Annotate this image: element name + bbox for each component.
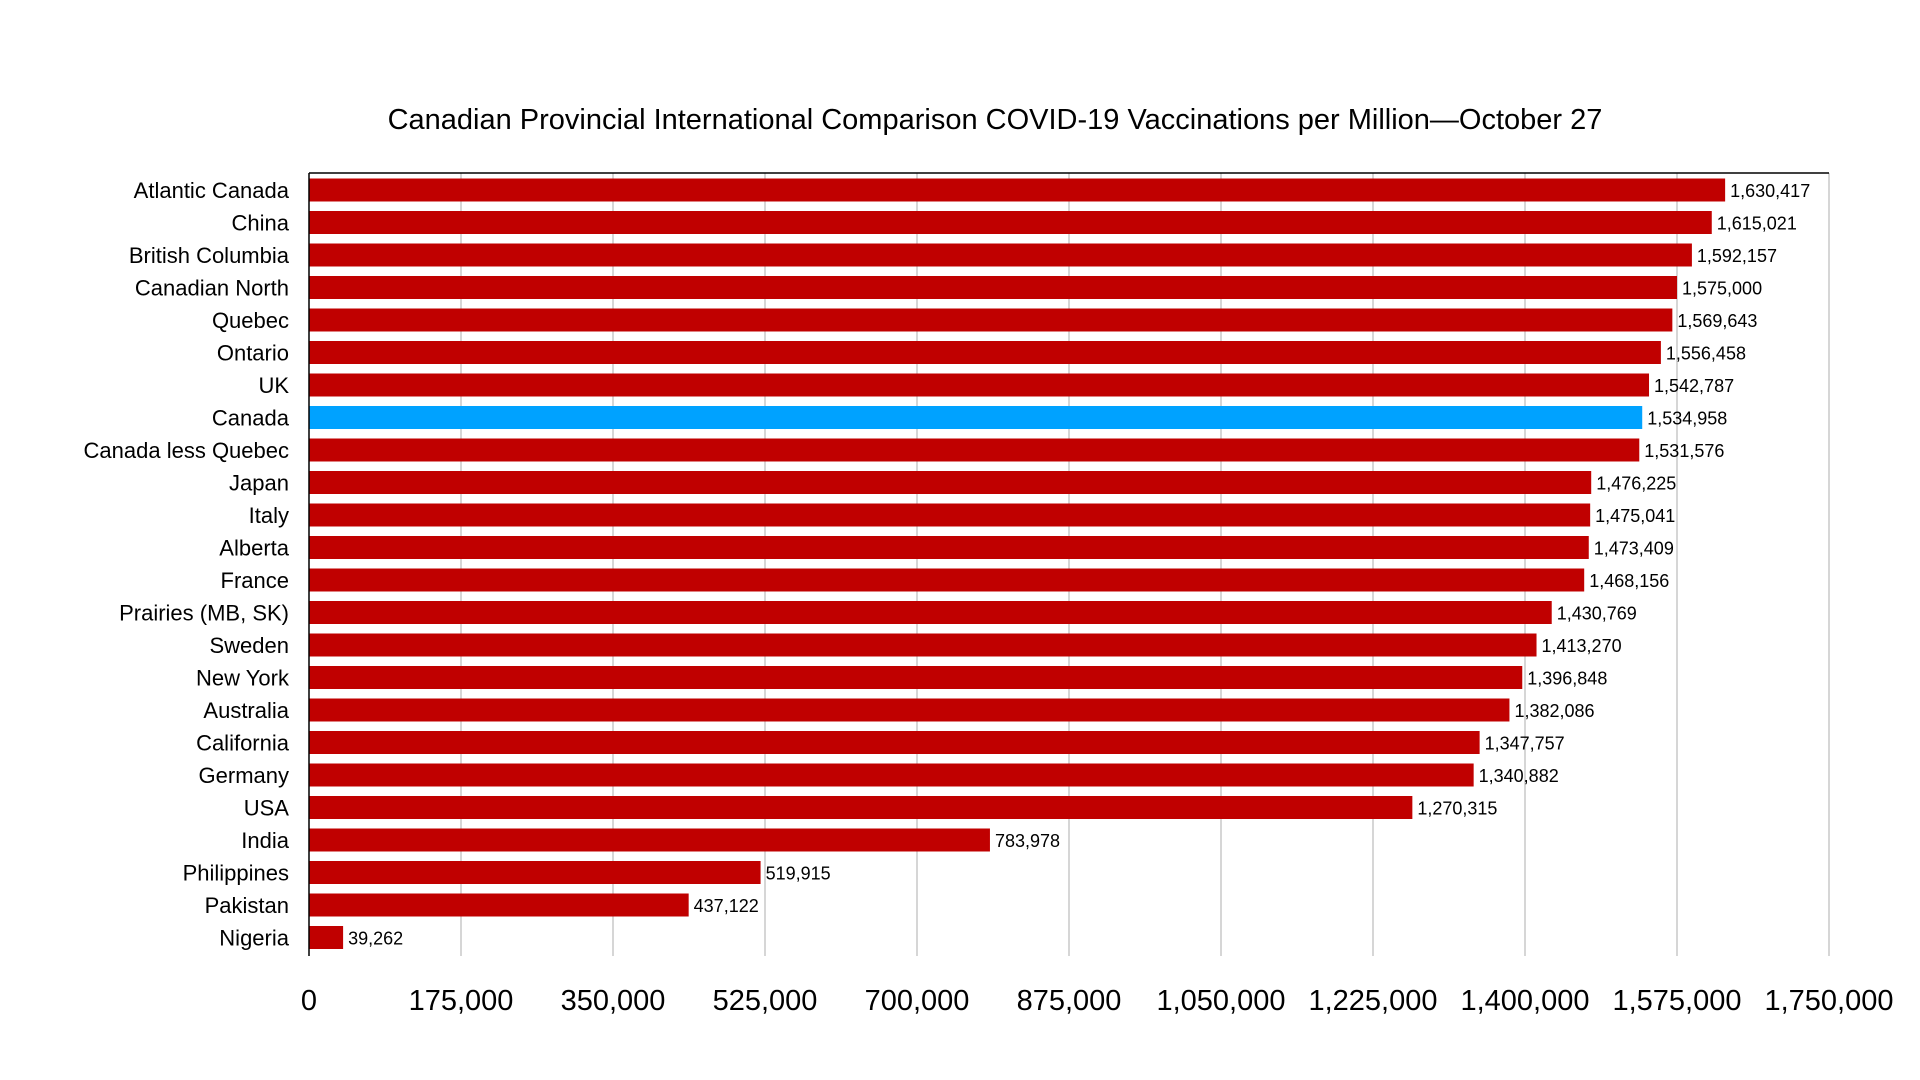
category-label: Sweden	[209, 633, 289, 658]
value-labels: 1,630,417 1,615,021 1,592,157 1,575,000 1,56…	[348, 181, 1810, 949]
bar	[309, 893, 689, 917]
value-label: 1,592,157	[1697, 246, 1777, 266]
value-label: 1,575,000	[1682, 279, 1762, 299]
value-label: 1,531,576	[1644, 441, 1724, 461]
bar	[309, 666, 1523, 689]
category-label: British Columbia	[129, 243, 290, 268]
bar	[309, 406, 1643, 429]
bar	[309, 503, 1591, 527]
x-tick-label: 875,000	[1017, 985, 1122, 1017]
category-label: Canada less Quebec	[84, 438, 289, 463]
bar	[309, 568, 1585, 592]
value-label: 1,615,021	[1717, 214, 1797, 234]
chart-title: Canadian Provincial International Compar…	[387, 104, 1603, 136]
category-label: Canada	[212, 406, 290, 431]
bar	[309, 308, 1673, 332]
category-label: UK	[258, 373, 289, 398]
x-tick-label: 175,000	[409, 985, 514, 1017]
x-tick-label: 0	[301, 985, 317, 1017]
category-label: Australia	[203, 698, 289, 723]
x-tick-label: 700,000	[865, 985, 970, 1017]
category-labels: Atlantic Canada China British Columbia Cana…	[84, 178, 290, 951]
bar	[309, 536, 1589, 559]
value-label: 39,262	[348, 929, 403, 949]
bar	[309, 471, 1592, 494]
x-tick-label: 1,750,000	[1764, 985, 1893, 1017]
value-label: 1,630,417	[1730, 181, 1810, 201]
bar	[309, 698, 1510, 722]
bar	[309, 243, 1692, 267]
bar	[309, 178, 1726, 202]
bar	[309, 633, 1537, 657]
value-label: 1,556,458	[1666, 344, 1746, 364]
category-label: Pakistan	[205, 893, 289, 918]
bar	[309, 373, 1650, 397]
category-label: Germany	[199, 763, 289, 788]
category-label: Italy	[249, 503, 289, 528]
category-label: Philippines	[183, 861, 289, 886]
value-label: 1,542,787	[1654, 376, 1734, 396]
category-label: Nigeria	[219, 926, 289, 951]
value-label: 1,413,270	[1542, 636, 1622, 656]
x-tick-labels: 0 175,000 350,000 525,000 700,000 875,000 1,05…	[301, 985, 1894, 1017]
category-label: Japan	[229, 471, 289, 496]
bars	[309, 178, 1726, 949]
category-label: USA	[244, 796, 290, 821]
category-label: Atlantic Canada	[134, 178, 290, 203]
value-label: 1,347,757	[1485, 734, 1565, 754]
category-label: Ontario	[217, 341, 289, 366]
value-label: 1,382,086	[1514, 701, 1594, 721]
x-tick-label: 1,225,000	[1308, 985, 1437, 1017]
value-label: 1,476,225	[1596, 474, 1676, 494]
x-tick-label: 525,000	[713, 985, 818, 1017]
value-label: 1,569,643	[1677, 311, 1757, 331]
value-label: 1,475,041	[1595, 506, 1675, 526]
value-label: 1,396,848	[1527, 669, 1607, 689]
value-label: 1,270,315	[1417, 799, 1497, 819]
bar	[309, 731, 1480, 754]
bar	[309, 828, 990, 852]
bar	[309, 763, 1474, 787]
category-label: Prairies (MB, SK)	[119, 601, 289, 626]
category-label: New York	[196, 666, 290, 691]
value-label: 1,473,409	[1594, 539, 1674, 559]
category-label: France	[221, 568, 289, 593]
bar	[309, 438, 1640, 462]
gridlines	[460, 173, 1830, 956]
bar	[309, 601, 1552, 624]
x-tick-label: 1,400,000	[1460, 985, 1589, 1017]
category-label: California	[196, 731, 290, 756]
x-tick-label: 350,000	[561, 985, 666, 1017]
value-label: 437,122	[694, 896, 759, 916]
value-label: 1,468,156	[1589, 571, 1669, 591]
category-label: Quebec	[212, 308, 289, 333]
x-tick-label: 1,575,000	[1612, 985, 1741, 1017]
bar	[309, 276, 1677, 299]
value-label: 1,534,958	[1647, 409, 1727, 429]
value-label: 519,915	[766, 864, 831, 884]
bar	[309, 211, 1712, 234]
x-tick-label: 1,050,000	[1156, 985, 1285, 1017]
bar	[309, 926, 344, 949]
category-label: India	[241, 828, 289, 853]
value-label: 783,978	[995, 831, 1060, 851]
bar	[309, 861, 761, 884]
category-label: Canadian North	[135, 276, 289, 301]
bar	[309, 796, 1413, 819]
bar	[309, 341, 1661, 364]
value-label: 1,340,882	[1479, 766, 1559, 786]
category-label: Alberta	[219, 536, 289, 561]
value-label: 1,430,769	[1557, 604, 1637, 624]
category-label: China	[232, 211, 290, 236]
